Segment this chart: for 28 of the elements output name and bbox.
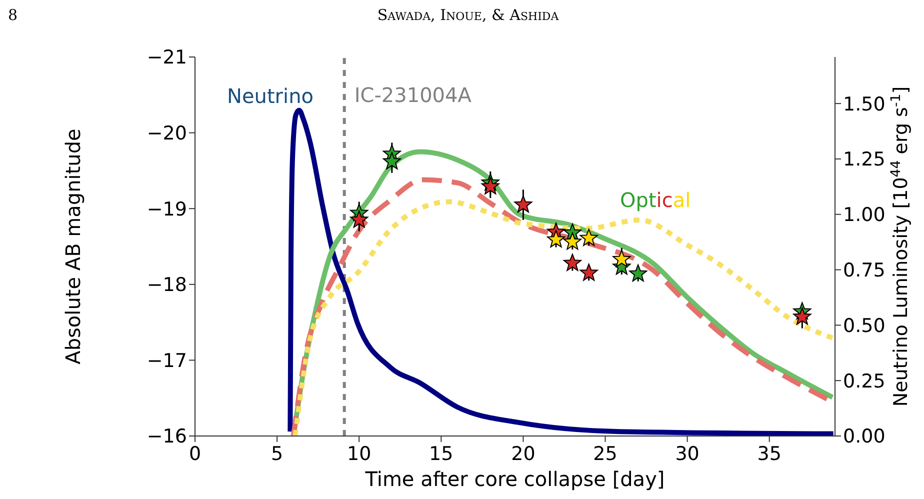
ref-line-label: IC-231004A (354, 83, 472, 107)
y2-tick-label: 0.75 (843, 260, 886, 282)
annotation: Optical (620, 188, 691, 212)
x-tick-label: 5 (271, 443, 284, 465)
y2-tick-label: 1.25 (843, 148, 886, 171)
y-tick-label: −17 (146, 350, 187, 372)
x-axis-title: Time after core collapse [day] (364, 467, 665, 491)
x-tick-label: 25 (593, 443, 618, 465)
series-label: Neutrino (227, 84, 314, 108)
y-tick-label: −18 (146, 274, 187, 296)
y-tick-label: −16 (146, 426, 187, 448)
x-tick-label: 10 (347, 443, 372, 465)
y2-tick-label: 0.50 (843, 314, 886, 337)
y-axis-title: Absolute AB magnitude (61, 128, 85, 364)
y2-tick-label: 0.25 (843, 370, 886, 392)
x-tick-label: 30 (675, 443, 700, 465)
text: Sawada, Inoue, & Ashida (377, 6, 559, 24)
x-tick-label: 35 (757, 443, 782, 465)
y2-tick-label: 0.00 (843, 426, 886, 448)
y-tick-label: −20 (146, 122, 187, 145)
x-tick-label: 15 (429, 443, 454, 465)
text: 8 (8, 6, 18, 24)
y2-tick-label: 1.50 (843, 93, 886, 116)
x-tick-label: 0 (188, 443, 202, 465)
y2-tick-label: 1.00 (843, 204, 886, 226)
y-tick-label: −21 (146, 46, 187, 69)
x-tick-label: 20 (511, 443, 536, 465)
y-tick-label: −19 (146, 198, 187, 220)
